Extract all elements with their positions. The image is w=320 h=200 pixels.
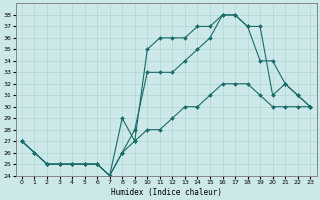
X-axis label: Humidex (Indice chaleur): Humidex (Indice chaleur)	[111, 188, 221, 197]
